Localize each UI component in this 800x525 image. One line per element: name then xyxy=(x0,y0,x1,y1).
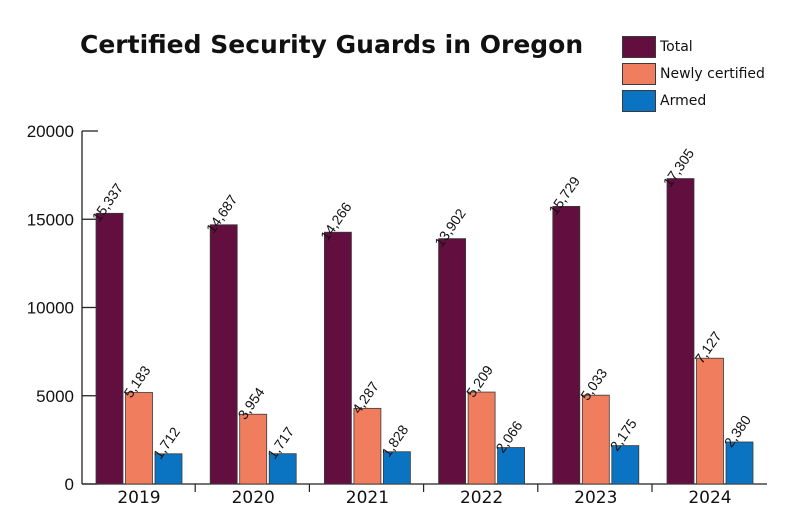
bar-armed xyxy=(725,441,754,485)
bar-total xyxy=(552,205,581,485)
legend-label-total: Total xyxy=(660,38,693,55)
y-tick-label: 5000 xyxy=(36,387,74,406)
y-tick-label: 0 xyxy=(65,475,74,494)
bar-total xyxy=(95,212,124,485)
bar-newly-certified xyxy=(696,357,724,485)
bar-total xyxy=(438,238,467,485)
bar-armed xyxy=(497,447,526,485)
legend-swatch-total xyxy=(622,35,656,58)
bar-newly-certified xyxy=(353,407,382,485)
bar-total xyxy=(209,224,238,485)
x-category-label: 2020 xyxy=(232,488,275,508)
legend-item-armed: Armed xyxy=(622,87,765,114)
bar-newly-certified xyxy=(581,394,610,485)
bar-armed xyxy=(154,453,183,485)
bar-newly-certified xyxy=(467,391,496,485)
bar-armed xyxy=(268,453,297,485)
x-category-label: 2024 xyxy=(688,488,731,508)
bar-armed xyxy=(611,445,640,485)
x-category-label: 2022 xyxy=(460,488,503,508)
legend: Total Newly certified Armed xyxy=(622,33,765,114)
bar-newly-certified xyxy=(125,392,153,485)
bar-newly-certified xyxy=(239,413,268,485)
x-category-label: 2019 xyxy=(117,488,160,508)
y-tick-label: 10000 xyxy=(27,299,74,318)
legend-item-newly-certified: Newly certified xyxy=(622,60,765,87)
legend-label-newly-certified: Newly certified xyxy=(660,65,765,82)
x-category-label: 2023 xyxy=(574,488,617,508)
y-tick-label: 15000 xyxy=(27,210,74,229)
chart-title: Certified Security Guards in Oregon xyxy=(80,30,584,59)
legend-swatch-newly-certified xyxy=(622,62,656,85)
legend-item-total: Total xyxy=(622,33,765,60)
x-category-label: 2021 xyxy=(346,488,389,508)
bar-total xyxy=(323,231,352,485)
y-tick-label: 20000 xyxy=(27,122,74,141)
bar-armed xyxy=(382,451,411,485)
bar-total xyxy=(666,178,695,485)
legend-swatch-armed xyxy=(622,89,656,112)
legend-label-armed: Armed xyxy=(660,92,707,109)
